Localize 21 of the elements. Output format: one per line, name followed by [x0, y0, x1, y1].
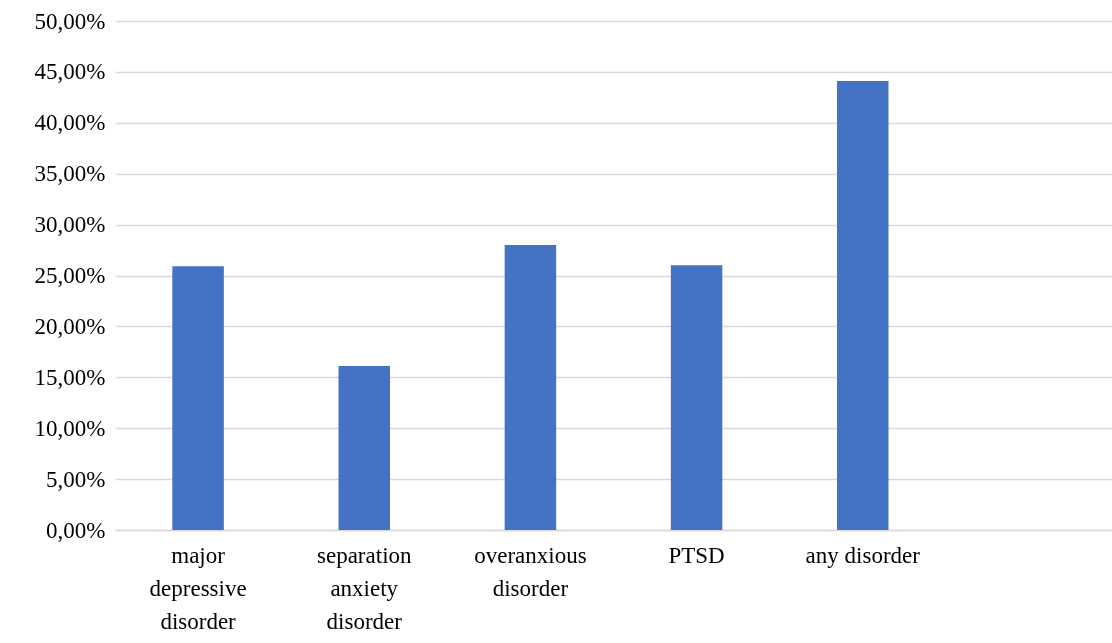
y-tick-label: 25,00% [34, 263, 106, 288]
y-tick-label: 40,00% [34, 110, 106, 136]
y-tick-label: 15,00% [34, 364, 106, 390]
x-tick-label: major depressive disorder [149, 542, 247, 634]
x-tick-label: overanxious disorder [474, 542, 587, 601]
y-tick-label: 5,00% [46, 466, 106, 492]
bar [504, 244, 557, 530]
bar [836, 81, 889, 530]
bar [172, 266, 224, 530]
x-tick-label: separation anxiety disorder [316, 542, 413, 634]
y-tick-label: 30,00% [34, 212, 106, 238]
y-tick-label: 10,00% [34, 415, 106, 441]
y-tick-label: 35,00% [34, 161, 106, 187]
bar [338, 366, 391, 530]
y-tick-label: 20,00% [34, 313, 106, 339]
x-tick-label: any disorder [805, 542, 921, 568]
y-tick-label: 50,00% [34, 8, 106, 34]
bar [670, 265, 723, 530]
y-tick-label: 45,00% [34, 59, 106, 85]
x-tick-label: PTSD [668, 542, 725, 568]
y-tick-label: 0,00% [46, 517, 106, 543]
